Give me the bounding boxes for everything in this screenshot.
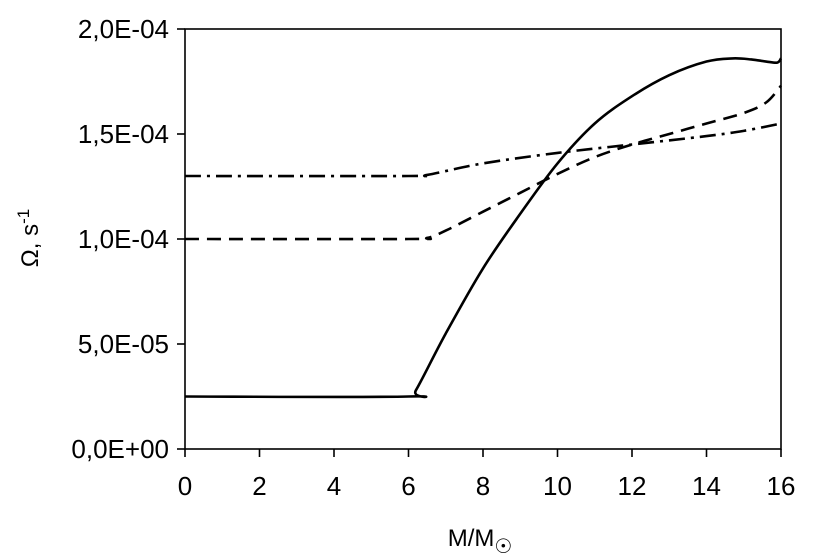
x-tick-label: 6 [401, 471, 415, 501]
x-tick-label: 0 [178, 471, 192, 501]
y-axis-title: Ω, s-1 [14, 209, 44, 267]
x-tick-label: 10 [543, 471, 572, 501]
y-tick-label: 0,0E+00 [71, 434, 169, 464]
x-tick-label: 14 [692, 471, 721, 501]
y-tick-label: 2,0E-04 [78, 14, 169, 44]
x-axis-title-main: M/M [448, 525, 495, 552]
y-tick-label: 1,5E-04 [78, 119, 169, 149]
series-line-dashed [184, 84, 782, 241]
x-tick-label: 2 [252, 471, 266, 501]
x-tick-label: 16 [767, 471, 796, 501]
y-axis-title-main: Ω, s [17, 224, 44, 267]
series-line-solid [184, 57, 783, 399]
x-axis: 0 2 4 6 8 10 12 14 16 [178, 449, 796, 501]
y-axis-title-sup: -1 [14, 209, 33, 224]
x-axis-title-sub: ☉ [494, 536, 512, 554]
x-tick-label: 8 [476, 471, 490, 501]
y-tick-label: 1,0E-04 [78, 224, 169, 254]
y-tick-label: 5,0E-05 [78, 329, 169, 359]
x-tick-label: 4 [327, 471, 341, 501]
x-axis-title: M/M☉ [448, 525, 513, 554]
x-tick-label: 12 [618, 471, 647, 501]
series-lines [184, 57, 783, 399]
y-axis: 0,0E+00 5,0E-05 1,0E-04 1,5E-04 2,0E-04 [71, 14, 185, 464]
